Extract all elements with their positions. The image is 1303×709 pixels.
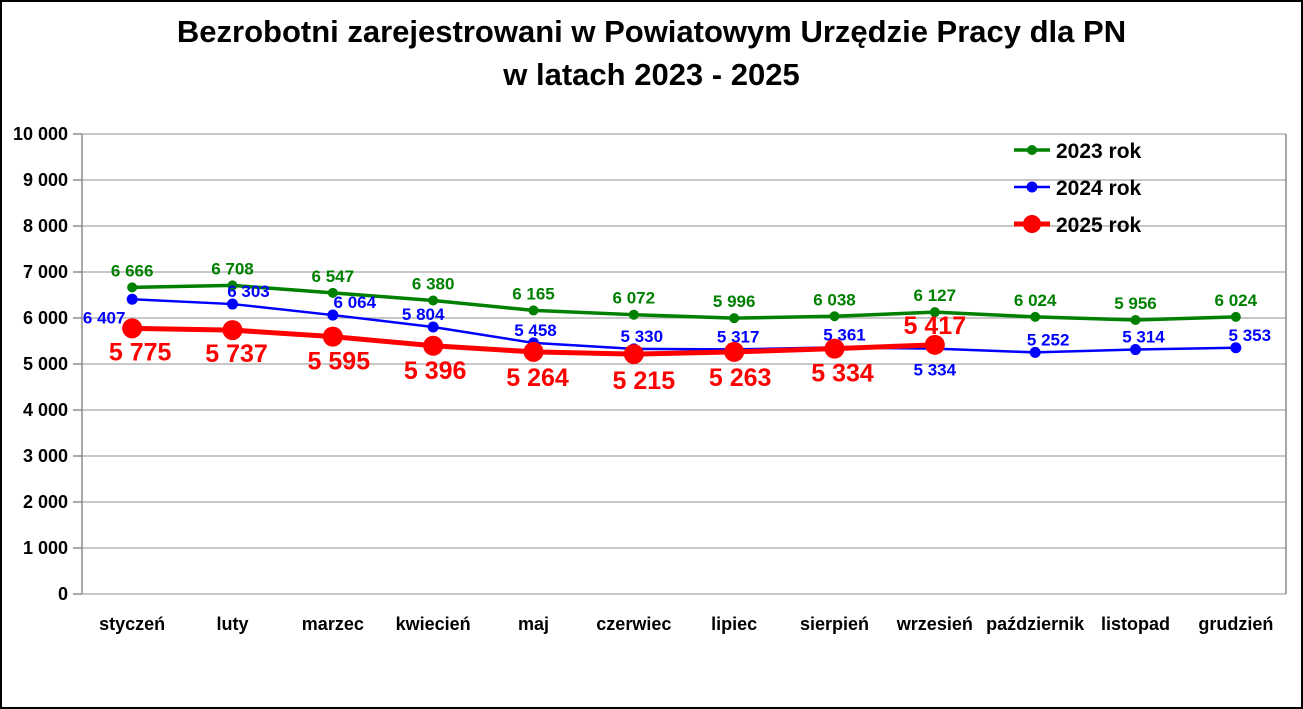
data-point <box>528 305 539 316</box>
data-label: 5 314 <box>1122 328 1165 347</box>
y-axis-label: 10 000 <box>13 124 68 144</box>
y-axis-label: 1 000 <box>23 538 68 558</box>
y-axis-label: 5 000 <box>23 354 68 374</box>
x-axis-label: lipiec <box>711 614 757 634</box>
legend-marker <box>1026 181 1038 193</box>
legend-marker <box>1023 215 1041 233</box>
y-axis-label: 9 000 <box>23 170 68 190</box>
data-label: 5 263 <box>709 364 772 392</box>
data-label: 5 215 <box>613 367 676 395</box>
x-axis-label: czerwiec <box>596 614 671 634</box>
data-point <box>227 280 238 291</box>
y-axis-label: 8 000 <box>23 216 68 236</box>
chart-title: Bezrobotni zarejestrowani w Powiatowym U… <box>2 10 1301 96</box>
data-label: 6 666 <box>111 261 154 280</box>
data-point <box>1029 346 1041 358</box>
data-label: 6 127 <box>914 286 957 305</box>
data-point <box>1030 311 1041 322</box>
data-label: 6 165 <box>512 284 555 303</box>
data-point <box>1130 315 1141 326</box>
x-axis-label: kwiecień <box>396 614 471 634</box>
data-point <box>1230 342 1242 354</box>
y-axis-label: 4 000 <box>23 400 68 420</box>
data-label: 6 038 <box>813 290 856 309</box>
data-label: 5 956 <box>1114 294 1157 313</box>
x-axis-label: sierpień <box>800 614 869 634</box>
data-point <box>126 293 138 305</box>
data-label: 5 264 <box>506 364 569 392</box>
x-axis-label: luty <box>216 614 248 634</box>
x-axis-label: marzec <box>302 614 364 634</box>
data-point <box>127 282 138 293</box>
x-axis-label: styczeń <box>99 614 165 634</box>
data-point <box>428 295 439 306</box>
data-label: 5 775 <box>109 338 172 366</box>
data-point <box>122 318 143 339</box>
legend-label: 2025 rok <box>1056 214 1142 237</box>
data-point <box>427 321 439 333</box>
data-label: 6 024 <box>1215 291 1258 310</box>
y-axis-label: 6 000 <box>23 308 68 328</box>
data-label: 6 380 <box>412 275 455 294</box>
data-point <box>924 334 945 355</box>
data-point <box>423 335 444 356</box>
data-label: 6 072 <box>613 289 656 308</box>
chart-title-line1: Bezrobotni zarejestrowani w Powiatowym U… <box>176 14 1127 49</box>
data-label: 6 064 <box>334 293 377 312</box>
data-point <box>829 311 840 322</box>
data-label: 5 330 <box>621 327 664 346</box>
data-label: 5 396 <box>404 357 467 385</box>
data-label: 5 317 <box>717 327 760 346</box>
x-axis-label: październik <box>986 614 1085 634</box>
x-axis-label: wrzesień <box>896 614 973 634</box>
x-axis-label: grudzień <box>1198 614 1273 634</box>
data-point <box>623 344 644 365</box>
data-label: 6 024 <box>1014 291 1057 310</box>
data-point <box>327 309 339 321</box>
data-label: 5 252 <box>1027 330 1070 349</box>
series-line-2024 <box>132 298 1236 354</box>
data-label: 5 804 <box>402 305 445 324</box>
y-axis-label: 7 000 <box>23 262 68 282</box>
data-point <box>824 338 845 359</box>
legend-label: 2023 rok <box>1056 140 1142 163</box>
data-point <box>929 307 940 318</box>
data-point <box>628 309 639 320</box>
y-axis-label: 3 000 <box>23 446 68 466</box>
series-line-2023 <box>132 283 1236 322</box>
data-label: 5 737 <box>205 340 268 368</box>
data-point <box>322 326 343 347</box>
x-axis-label: maj <box>518 614 549 634</box>
data-point <box>1130 344 1141 356</box>
data-label: 5 334 <box>811 360 874 388</box>
data-label: 5 595 <box>308 348 371 376</box>
x-axis-label: listopad <box>1101 614 1170 634</box>
y-axis-label: 0 <box>58 584 68 604</box>
data-label: 6 708 <box>211 259 254 278</box>
legend-marker <box>1027 145 1037 155</box>
data-label: 6 547 <box>312 267 355 286</box>
data-point <box>222 320 243 341</box>
data-label: 5 334 <box>914 361 957 380</box>
data-label: 5 458 <box>514 321 557 340</box>
y-axis-label: 2 000 <box>23 492 68 512</box>
data-point <box>523 341 544 362</box>
data-point <box>227 298 238 310</box>
data-point <box>327 287 338 298</box>
data-label: 5 417 <box>904 312 967 340</box>
data-point <box>729 313 740 324</box>
data-point <box>724 341 745 362</box>
data-label: 6 407 <box>83 308 126 327</box>
data-label: 5 353 <box>1229 326 1272 345</box>
data-label: 5 996 <box>713 292 756 311</box>
legend-label: 2024 rok <box>1056 177 1142 200</box>
data-label: 6 303 <box>227 282 270 301</box>
chart-title-line2: w latach 2023 - 2025 <box>503 57 800 92</box>
data-point <box>1230 311 1241 322</box>
